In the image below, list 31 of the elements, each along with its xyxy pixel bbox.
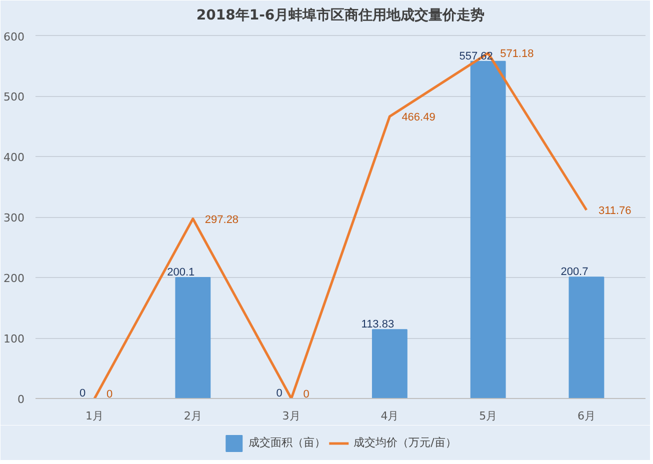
y-tick-label: 500 [4,90,25,104]
legend-label: 成交面积（亩） [248,435,326,450]
x-tick-label: 3月 [282,410,300,422]
x-tick-label: 4月 [380,410,399,422]
data-label: 0 [303,388,310,400]
data-label: 0 [276,388,282,400]
bar [470,60,506,398]
data-label: 297.28 [204,214,239,226]
data-label: 0 [106,388,113,400]
y-tick-label: 300 [4,212,25,225]
y-tick-label: 0 [18,393,24,406]
x-tick-label: 5月 [479,410,498,422]
x-tick-label: 2月 [184,410,202,422]
chart-title: 2018年1-6月蚌埠市区商住用地成交量价走势 [196,6,485,24]
y-tick-label: 400 [4,151,25,164]
data-label: 571.18 [500,48,534,60]
data-label: 200.7 [560,266,588,278]
data-label: 466.49 [402,111,436,124]
x-tick-label: 1月 [86,410,104,422]
data-label: 200.1 [167,266,195,279]
legend-label: 成交均价（万元/亩） [354,435,456,450]
y-tick-label: 100 [4,332,25,346]
data-label: 0 [79,388,86,400]
bar [175,277,211,398]
y-tick-label: 600 [4,30,25,44]
data-label: 113.83 [361,318,394,331]
data-label: 311.76 [598,205,632,218]
x-tick-label: 6月 [577,410,596,422]
y-tick-label: 200 [4,272,25,286]
bar [372,329,408,398]
bar [568,276,604,398]
